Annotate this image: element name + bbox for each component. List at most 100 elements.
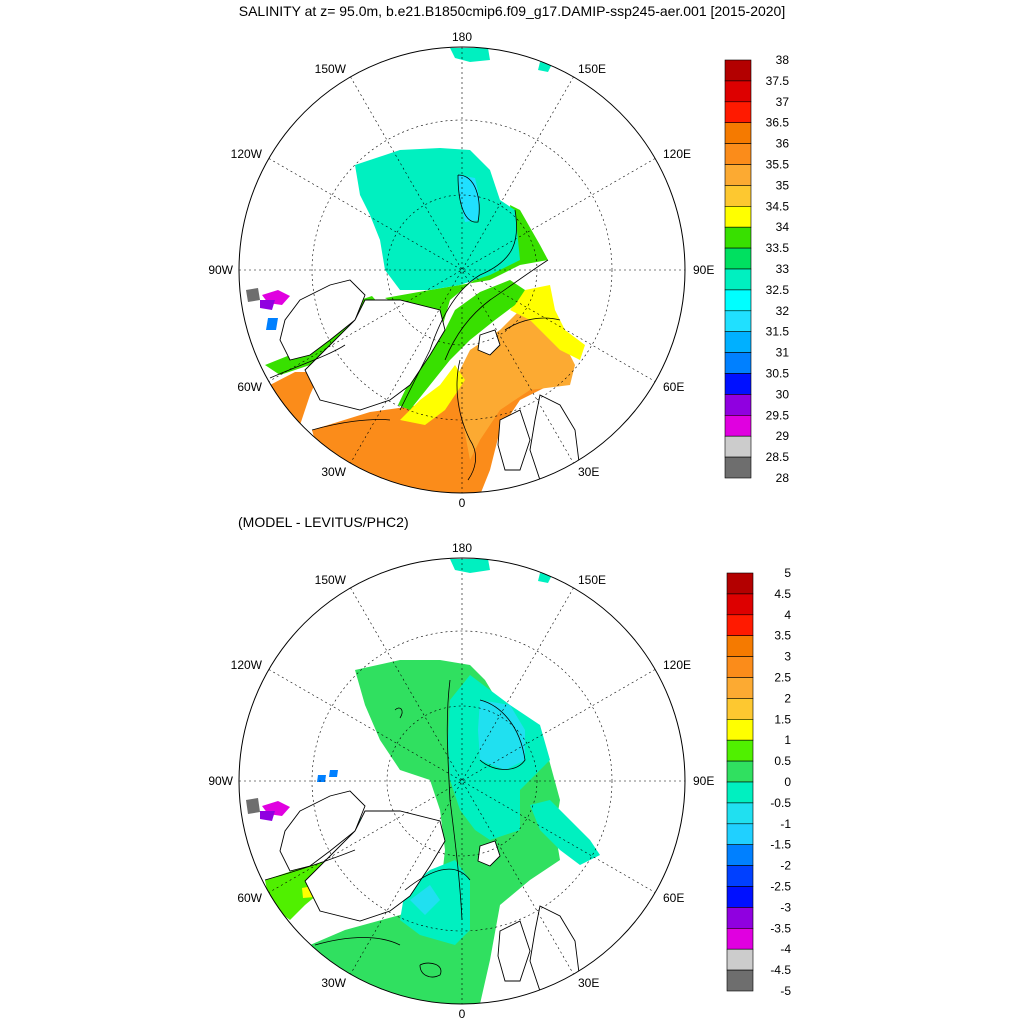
colorbar-tick-label: -4.5 (770, 963, 791, 977)
colorbar-salinity: 38 37.5 37 36.5 36 35.5 35 34.5 34 33.5 33 32.5 32 31… (724, 53, 790, 485)
colorbar-swatch (724, 456, 752, 479)
colorbar-tick-label: 30.5 (766, 367, 790, 381)
colorbar-swatch (724, 394, 752, 416)
colorbar-tick-label: 2 (784, 691, 791, 705)
colorbar-swatch (724, 101, 752, 124)
colorbar-swatch (724, 143, 752, 165)
lon-label-90w: 90W (208, 774, 233, 788)
map-boundary (238, 557, 686, 1005)
lon-label-0: 0 (459, 1007, 466, 1021)
colorbar-swatch (724, 352, 752, 374)
lon-label-180: 180 (452, 541, 472, 555)
colorbar-tick-label: -1.5 (770, 838, 791, 852)
lon-label-30w: 30W (321, 465, 346, 479)
lon-label-120w: 120W (231, 658, 263, 672)
colorbar-swatch (724, 206, 752, 228)
lon-label-90e: 90E (693, 263, 714, 277)
salinity-difference-map: 180 0 150W 150E 120W 120E 90W 90E 60W 60… (208, 541, 714, 1021)
colorbar-tick-label: 28 (776, 471, 790, 485)
lon-label-120e: 120E (663, 658, 691, 672)
lon-label-150w: 150W (315, 62, 347, 76)
colorbar-swatch (726, 886, 754, 908)
colorbar-difference: 5 4.5 4 3.5 3 2.5 2 1.5 1 0.5 0 -0.5 -1 -1.5 -2 -2.5 -3 -… (726, 566, 791, 998)
colorbar-swatch (724, 310, 752, 332)
graticule (239, 558, 685, 1004)
colorbar-tick-label: -1 (780, 817, 791, 831)
colorbar-tick-label: 0.5 (774, 754, 791, 768)
colorbar-tick-label: 4 (784, 608, 791, 622)
colorbar-tick-label: 32.5 (766, 283, 790, 297)
colorbar-swatch (726, 677, 754, 699)
lon-label-60e: 60E (663, 891, 684, 905)
colorbar-swatch (724, 164, 752, 186)
lon-label-120w: 120W (231, 147, 263, 161)
colorbar-tick-label: 33 (776, 262, 790, 276)
colorbar-tick-label: 37.5 (766, 74, 790, 88)
colorbar-tick-label: 31.5 (766, 325, 790, 339)
salinity-field (246, 48, 585, 493)
graticule (239, 47, 685, 493)
colorbar-swatch (726, 656, 754, 678)
colorbar-tick-label: 34 (776, 220, 790, 234)
colorbar-tick-label: -2.5 (770, 880, 791, 894)
lon-label-150e: 150E (578, 62, 606, 76)
difference-subtitle: (MODEL - LEVITUS/PHC2) (238, 514, 409, 530)
lon-label-60w: 60W (237, 380, 262, 394)
lon-label-150w: 150W (315, 573, 347, 587)
colorbar-tick-label: 29 (776, 429, 790, 443)
colorbar-tick-label: 33.5 (766, 241, 790, 255)
colorbar-tick-label: -2 (780, 859, 791, 873)
colorbar-tick-label: 36.5 (766, 116, 790, 130)
colorbar-tick-label: 1.5 (774, 712, 791, 726)
colorbar-swatch (724, 122, 752, 144)
colorbar-swatch (726, 593, 754, 616)
lon-label-180: 180 (452, 30, 472, 44)
lon-label-60e: 60E (663, 380, 684, 394)
colorbar-tick-label: -4 (780, 942, 791, 956)
lon-label-60w: 60W (237, 891, 262, 905)
colorbar-swatch (724, 185, 752, 207)
salinity-map: 180 0 150W 150E 120W 120E 90W 90E 60W 60… (208, 30, 714, 510)
colorbar-tick-label: 35.5 (766, 158, 790, 172)
colorbar-swatch (726, 760, 754, 783)
colorbar-tick-label: 0 (784, 775, 791, 789)
colorbar-swatch (724, 435, 752, 458)
colorbar-tick-label: 5 (784, 566, 791, 580)
colorbar-swatch (724, 414, 752, 437)
colorbar-tick-label: 1 (784, 733, 791, 747)
colorbar-tick-label: 37 (776, 95, 790, 109)
colorbar-swatch (724, 331, 752, 353)
colorbar-swatch (726, 907, 754, 929)
colorbar-tick-label: 28.5 (766, 450, 790, 464)
lon-label-30w: 30W (321, 976, 346, 990)
colorbar-swatch (724, 59, 752, 82)
colorbar-swatch (724, 226, 752, 249)
colorbar-tick-label: 32 (776, 304, 790, 318)
colorbar-tick-label: 38 (776, 53, 790, 67)
colorbar-swatch (726, 635, 754, 657)
colorbar-tick-label: 34.5 (766, 199, 790, 213)
colorbar-swatch (726, 865, 754, 887)
colorbar-swatch (726, 698, 754, 720)
colorbar-swatch (726, 969, 754, 992)
colorbar-swatch (724, 80, 752, 103)
colorbar-tick-label: 31 (776, 346, 790, 360)
lon-label-150e: 150E (578, 573, 606, 587)
map-boundary (238, 46, 686, 494)
lon-label-0: 0 (459, 496, 466, 510)
colorbar-swatch (726, 781, 754, 804)
colorbar-swatch (724, 289, 752, 312)
colorbar-swatch (726, 718, 754, 741)
colorbar-swatch (724, 373, 752, 395)
colorbar-tick-label: 30 (776, 387, 790, 401)
colorbar-tick-label: -3 (780, 900, 791, 914)
colorbar-swatch (724, 268, 752, 291)
colorbar-tick-label: 36 (776, 137, 790, 151)
colorbar-swatch (726, 927, 754, 950)
lon-label-30e: 30E (578, 465, 599, 479)
colorbar-tick-label: -5 (780, 984, 791, 998)
colorbar-tick-label: 29.5 (766, 408, 790, 422)
difference-field (246, 559, 600, 1004)
colorbar-swatch (726, 739, 754, 762)
